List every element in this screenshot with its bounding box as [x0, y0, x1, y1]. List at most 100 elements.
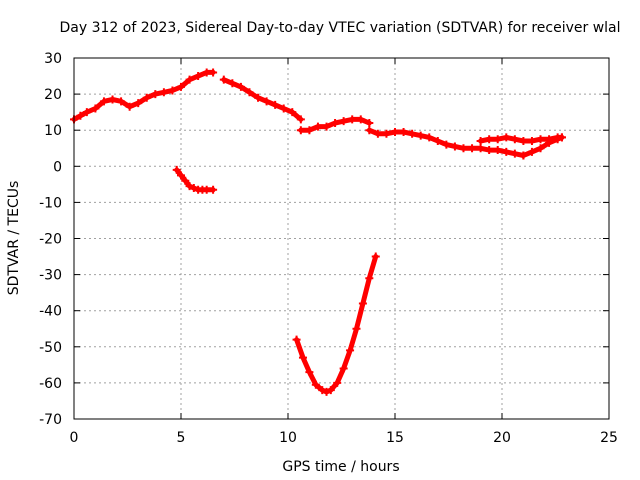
x-tick-label: 10: [279, 430, 297, 446]
data-point: [365, 118, 374, 127]
data-point: [236, 82, 245, 91]
axis-ticks: [73, 57, 610, 420]
y-tick-label: 20: [44, 87, 62, 103]
data-point: [557, 133, 566, 142]
data-point: [382, 129, 391, 138]
data-point: [485, 135, 494, 144]
data-point: [371, 252, 380, 261]
data-point: [502, 133, 511, 142]
data-point: [476, 144, 485, 153]
x-tick-label: 25: [600, 430, 618, 446]
data-point: [545, 135, 554, 144]
data-point: [311, 380, 320, 389]
data-point: [322, 122, 331, 131]
data-point: [296, 126, 305, 135]
data-point: [510, 149, 519, 158]
y-tick-label: -20: [39, 232, 62, 248]
y-tick-label: -10: [39, 195, 62, 211]
data-point: [408, 129, 417, 138]
data-point: [134, 99, 143, 108]
data-point: [536, 144, 545, 153]
data-point: [365, 274, 374, 283]
data-point: [209, 68, 218, 77]
x-tick-label: 20: [493, 430, 511, 446]
y-tick-label: -50: [39, 340, 62, 356]
data-point: [262, 97, 271, 106]
y-tick-labels: -70 -60 -50 -40 -30 -20 -10 0 10 20 30: [39, 51, 62, 428]
data-point: [485, 146, 494, 155]
data-point: [151, 90, 160, 99]
data-point: [194, 72, 203, 81]
x-tick-label: 15: [386, 430, 404, 446]
data-point: [219, 75, 228, 84]
data-point: [108, 95, 117, 104]
data-point: [468, 144, 477, 153]
chart-title: Day 312 of 2023, Sidereal Day-to-day VTE…: [59, 20, 620, 36]
data-point: [322, 387, 331, 396]
data-point: [185, 75, 194, 84]
data-point: [510, 135, 519, 144]
data-point: [352, 324, 361, 333]
data-point: [254, 93, 263, 102]
data-point: [493, 135, 502, 144]
data-point: [99, 97, 108, 106]
data-point: [296, 115, 305, 124]
data-point: [339, 117, 348, 126]
data-point: [333, 378, 342, 387]
data-point: [125, 102, 134, 111]
data-point: [189, 183, 198, 192]
data-point: [450, 142, 459, 151]
data-point: [91, 104, 100, 113]
data-point: [82, 108, 91, 117]
y-tick-label: -40: [39, 304, 62, 320]
data-point: [476, 137, 485, 146]
data-point: [391, 128, 399, 137]
data-point: [313, 122, 322, 131]
data-point: [172, 165, 181, 174]
y-tick-label: 10: [44, 123, 62, 139]
data-point: [305, 126, 314, 135]
data-point: [298, 353, 307, 362]
data-point: [331, 118, 340, 127]
data-point: [228, 79, 237, 88]
series-arc-deep: [294, 254, 379, 395]
x-tick-label: 5: [177, 430, 186, 446]
data-point: [168, 86, 177, 95]
data-point: [346, 346, 355, 355]
x-axis-label: GPS time / hours: [282, 459, 399, 475]
data-point: [425, 133, 434, 142]
data-point: [356, 115, 365, 124]
data-point: [245, 88, 254, 97]
data-point: [159, 88, 168, 97]
data-point: [348, 115, 357, 124]
data-point: [519, 151, 528, 160]
data-point: [358, 299, 367, 308]
data-point: [185, 182, 194, 191]
y-axis-label: SDTVAR / TECUs: [6, 181, 22, 296]
data-point: [318, 386, 327, 395]
data-series: [70, 68, 566, 396]
data-point: [117, 97, 126, 106]
data-point: [271, 100, 280, 109]
data-point: [442, 140, 451, 149]
y-tick-label: -60: [39, 376, 62, 392]
data-point: [177, 82, 185, 91]
data-point: [373, 129, 382, 138]
series-arc-main-2: [221, 77, 304, 122]
data-point: [339, 364, 348, 373]
data-point: [527, 137, 536, 146]
x-tick-label: 0: [70, 430, 79, 446]
data-point: [459, 144, 468, 153]
data-point: [433, 137, 442, 146]
data-point: [326, 386, 335, 395]
data-point: [177, 171, 185, 180]
y-tick-label: -30: [39, 268, 62, 284]
data-point: [416, 131, 425, 140]
data-point: [181, 176, 190, 185]
y-tick-label: 30: [44, 51, 62, 67]
data-point: [292, 335, 301, 344]
data-point: [209, 185, 218, 194]
data-point: [527, 147, 536, 156]
data-point: [399, 128, 408, 137]
